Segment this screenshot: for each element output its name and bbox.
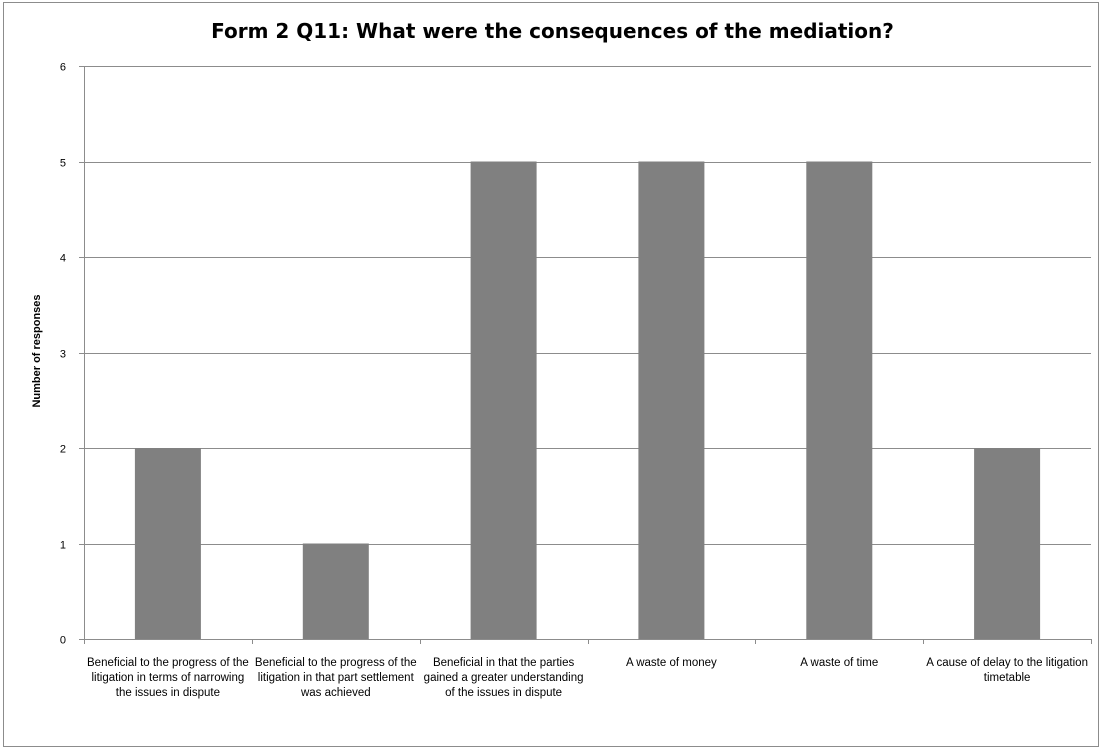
x-tick-label: A waste of time	[800, 657, 879, 669]
x-tick-label: Beneficial to the progress of the litiga…	[254, 657, 417, 699]
bar	[974, 448, 1041, 639]
y-tick-label: 3	[60, 349, 66, 361]
y-tick-label: 5	[60, 158, 66, 170]
x-tick-label: Beneficial to the progress of the litiga…	[87, 657, 249, 699]
y-tick-label: 6	[60, 62, 66, 74]
bar	[470, 161, 537, 639]
bar	[806, 161, 873, 639]
bar	[638, 161, 705, 639]
y-tick-label: 1	[60, 540, 66, 552]
y-tick-label: 0	[60, 635, 66, 647]
x-tick-label: A cause of delay to the litigation timet…	[926, 657, 1088, 684]
x-tick-label: A waste of money	[626, 657, 717, 669]
bar	[302, 543, 369, 639]
bar	[134, 448, 201, 639]
y-tick-label: 2	[60, 444, 66, 456]
y-tick-label: 4	[60, 253, 66, 265]
x-tick-label: Beneficial in that the parties gained a …	[423, 657, 584, 699]
chart-title: Form 2 Q11: What were the consequences o…	[211, 19, 894, 43]
